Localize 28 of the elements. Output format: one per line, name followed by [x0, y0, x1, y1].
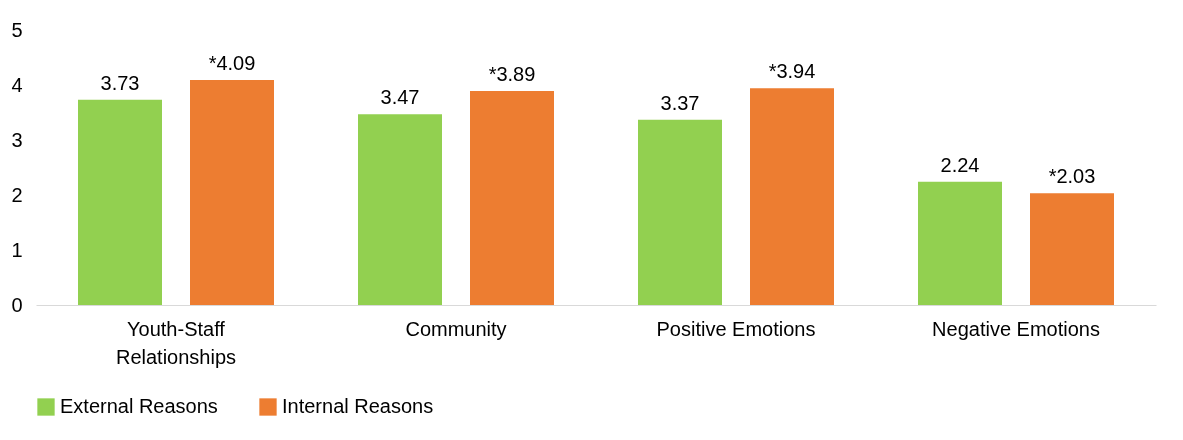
y-tick-label: 4 [11, 73, 23, 96]
legend-label: Internal Reasons [282, 395, 434, 417]
y-tick-label: 1 [11, 238, 23, 261]
y-tick-label: 0 [11, 293, 23, 316]
legend-label: External Reasons [60, 395, 218, 417]
data-label: 3.47 [380, 86, 420, 109]
data-label: 3.37 [660, 91, 700, 114]
data-label: 3.73 [100, 71, 140, 94]
bar [1030, 193, 1114, 305]
y-tick-label: 3 [11, 128, 23, 151]
data-label: *4.09 [208, 52, 256, 75]
bar [190, 80, 274, 305]
bar [78, 99, 162, 305]
data-label: *2.03 [1048, 165, 1096, 188]
data-label: *3.94 [768, 60, 816, 83]
y-tick-label: 2 [11, 183, 23, 206]
x-tick-label: Community [405, 317, 507, 340]
bar [358, 114, 442, 305]
data-label: 2.24 [940, 153, 980, 176]
x-tick-label: Negative Emotions [932, 317, 1100, 340]
y-tick-label: 5 [11, 18, 23, 41]
bar [638, 119, 722, 305]
bar [750, 88, 834, 305]
x-tick-label: Positive Emotions [656, 317, 816, 340]
bar [918, 181, 1002, 305]
bar [470, 91, 554, 305]
data-label: *3.89 [488, 63, 536, 86]
x-tick-label: Youth-Staff Relationships [115, 317, 237, 368]
